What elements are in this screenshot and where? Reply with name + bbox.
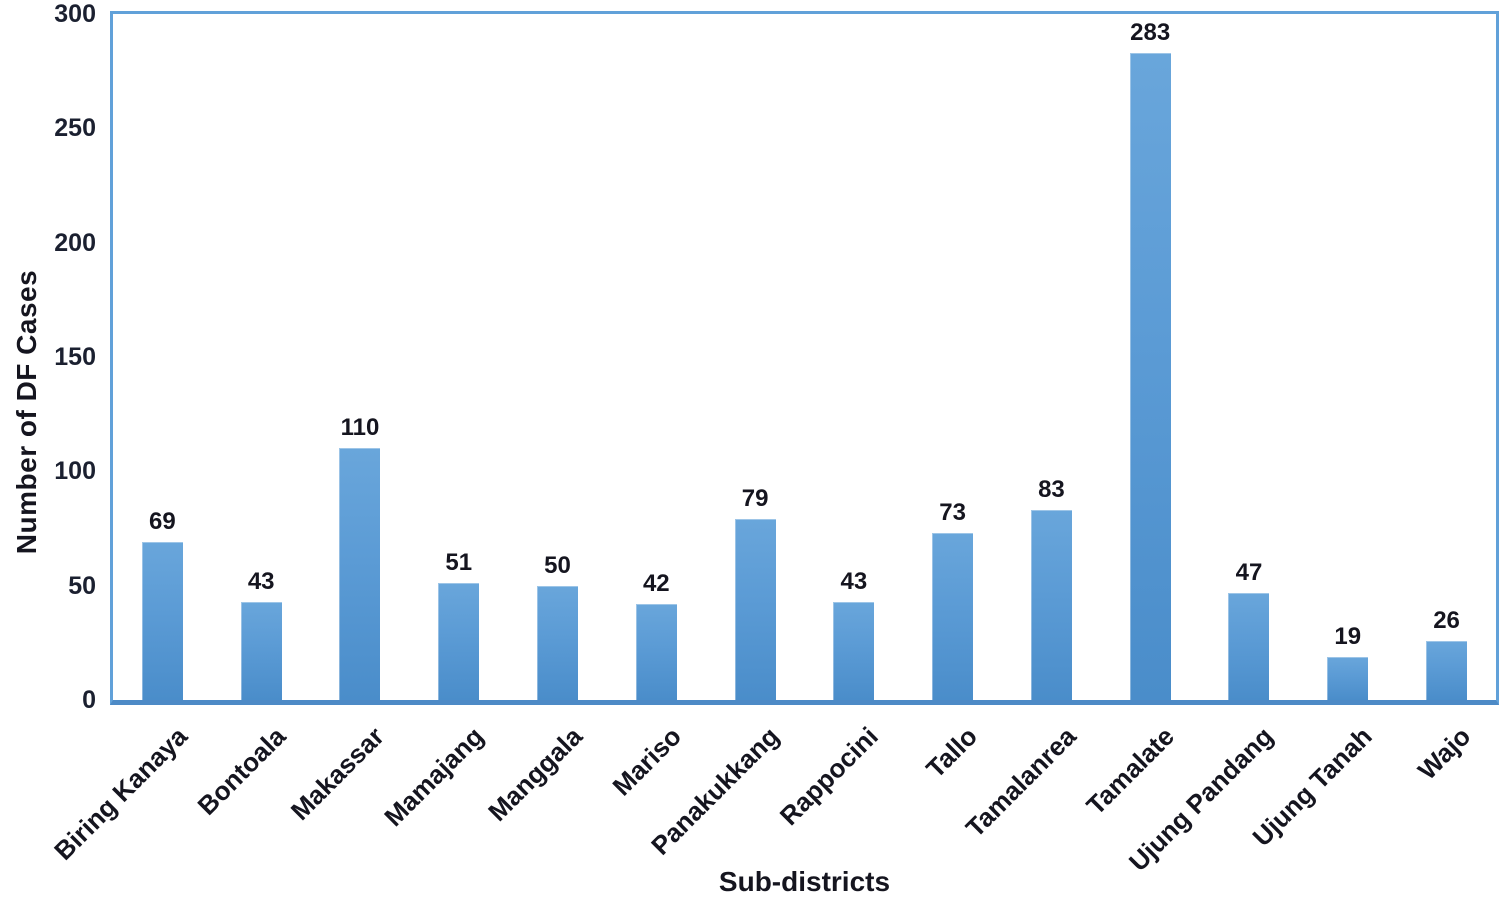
bar bbox=[1228, 592, 1270, 700]
bar-value-label: 43 bbox=[840, 567, 868, 595]
bar-group-bontoala: 43 bbox=[212, 14, 311, 700]
plot-area: 69 43 110 51 50 42 79 43 73 83 283 47 19 26 bbox=[110, 11, 1499, 705]
bar bbox=[1129, 52, 1171, 700]
bar bbox=[635, 603, 677, 700]
bar-group-ujung-pandang: 47 bbox=[1200, 14, 1299, 700]
x-tick-label: Manggala bbox=[481, 721, 588, 828]
bar-group-manggala: 50 bbox=[508, 14, 607, 700]
x-tick-label: Bontoala bbox=[191, 721, 292, 821]
x-tick-label: Tamalate bbox=[1080, 721, 1181, 821]
bar-group-tamalate: 283 bbox=[1101, 14, 1200, 700]
bar-group-tallo: 73 bbox=[903, 14, 1002, 700]
bar-value-label: 73 bbox=[939, 499, 966, 527]
y-tick-label: 50 bbox=[68, 571, 96, 600]
bar-group-mamajang: 51 bbox=[409, 14, 508, 700]
bar bbox=[833, 601, 875, 700]
x-tick-label: Tamalanrea bbox=[959, 721, 1082, 844]
bar bbox=[1327, 656, 1369, 700]
bar-value-label: 79 bbox=[741, 485, 769, 513]
x-tick-label: Panakukkang bbox=[645, 721, 786, 861]
bar bbox=[339, 448, 381, 700]
x-tick-label: Mariso bbox=[606, 721, 687, 802]
x-tick-label: Tallo bbox=[920, 721, 983, 784]
bar-value-label: 47 bbox=[1235, 558, 1263, 586]
y-tick-label: 200 bbox=[54, 228, 96, 257]
bar bbox=[932, 533, 974, 700]
bar-value-label: 69 bbox=[149, 508, 176, 536]
bar-value-label: 51 bbox=[445, 549, 473, 577]
bar bbox=[734, 519, 776, 700]
bar-group-mariso: 42 bbox=[607, 14, 706, 700]
x-tick-label: Wajo bbox=[1412, 721, 1477, 786]
bar-value-label: 110 bbox=[340, 414, 380, 442]
bar-group-wajo: 26 bbox=[1397, 14, 1496, 700]
x-tick-label: Rappocini bbox=[774, 721, 885, 832]
bar-group-panakukkang: 79 bbox=[706, 14, 805, 700]
bar-value-label: 283 bbox=[1130, 18, 1171, 46]
x-tick-label: Ujung Pandang bbox=[1123, 721, 1280, 878]
y-tick-label: 250 bbox=[54, 114, 96, 143]
bar-value-label: 43 bbox=[247, 567, 275, 595]
bar-group-biring-kanaya: 69 bbox=[113, 14, 212, 700]
bar-value-label: 26 bbox=[1433, 606, 1460, 634]
x-tick-label: Makassar bbox=[285, 721, 391, 827]
y-tick-label: 100 bbox=[54, 457, 96, 486]
bar-group-tamalanrea: 83 bbox=[1002, 14, 1101, 700]
bar-group-rappocini: 43 bbox=[804, 14, 903, 700]
bars-container: 69 43 110 51 50 42 79 43 73 83 283 47 19 26 bbox=[113, 14, 1496, 700]
bar bbox=[240, 601, 282, 700]
bar bbox=[537, 585, 579, 700]
x-tick-label: Mamajang bbox=[377, 721, 489, 833]
y-tick-label: 0 bbox=[82, 686, 96, 714]
bar bbox=[438, 583, 480, 700]
y-axis-tick-labels: 0 50 100 150 200 250 300 bbox=[0, 0, 96, 920]
bar-group-makassar: 110 bbox=[311, 14, 410, 700]
bar-value-label: 19 bbox=[1334, 622, 1362, 650]
bar-group-ujung-tanah: 19 bbox=[1298, 14, 1397, 700]
bar-value-label: 42 bbox=[642, 569, 670, 597]
y-tick-label: 150 bbox=[54, 343, 96, 371]
x-axis-title: Sub-districts bbox=[718, 866, 891, 897]
bar-value-label: 50 bbox=[544, 551, 571, 579]
y-tick-label: 300 bbox=[54, 0, 96, 28]
bar bbox=[141, 542, 183, 700]
bar bbox=[1030, 510, 1072, 700]
bar-value-label: 83 bbox=[1038, 476, 1065, 504]
x-tick-label: Ujung Tanah bbox=[1246, 721, 1379, 853]
bar bbox=[1426, 640, 1468, 700]
